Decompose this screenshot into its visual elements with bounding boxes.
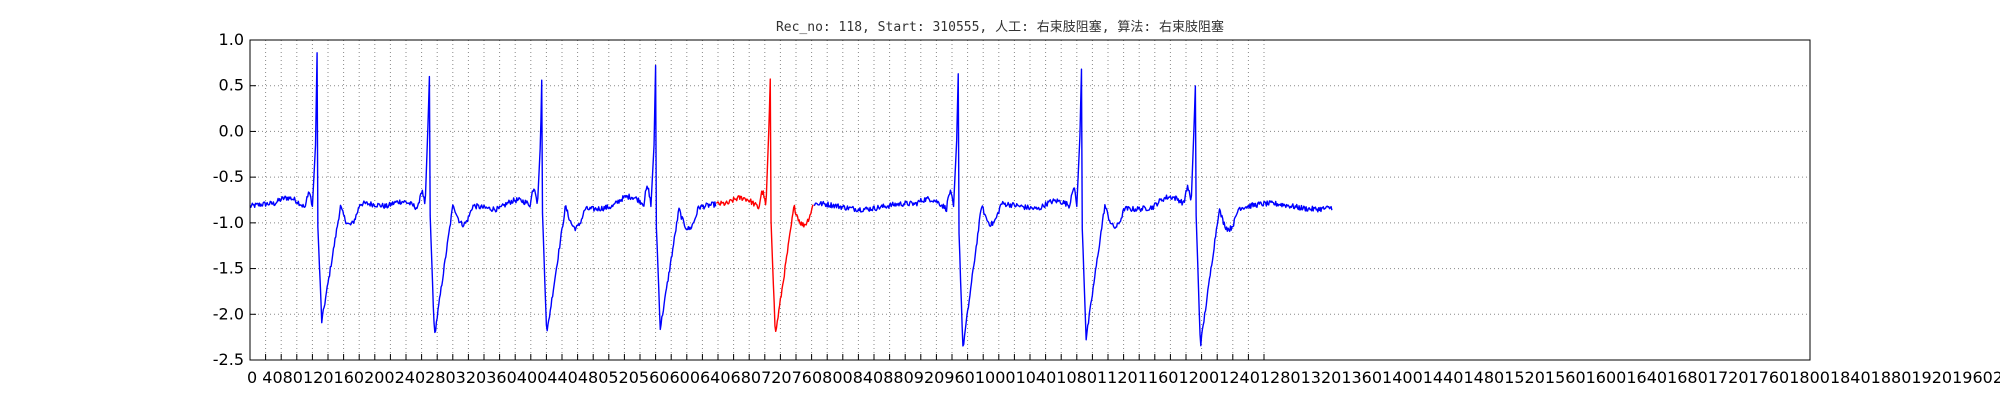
ecg-series-normal — [813, 68, 1333, 347]
y-tick-label: 1.0 — [219, 30, 244, 49]
y-tick-label: 0.0 — [219, 121, 244, 140]
y-tick-label: -1.0 — [213, 213, 244, 232]
x-axis-tick-labels: 0 40801201602002402803203604004404805205… — [247, 368, 2000, 387]
grid — [249, 39, 1810, 361]
y-tick-label: -0.5 — [213, 167, 244, 186]
y-tick-label: -1.5 — [213, 259, 244, 278]
series-layer — [249, 52, 1333, 347]
ecg-series-normal — [249, 52, 717, 334]
y-tick-label: 0.5 — [219, 76, 244, 95]
y-axis-ticks: 1.0 0.5 0.0 -0.5 -1.0 -1.5 -2.0 -2.5 — [213, 30, 1265, 369]
chart-title: Rec_no: 118, Start: 310555, 人工: 右束肢阻塞, 算… — [776, 19, 1224, 35]
y-tick-label: -2.5 — [213, 350, 244, 369]
y-tick-label: -2.0 — [213, 304, 244, 323]
ecg-series-highlight — [715, 78, 814, 333]
